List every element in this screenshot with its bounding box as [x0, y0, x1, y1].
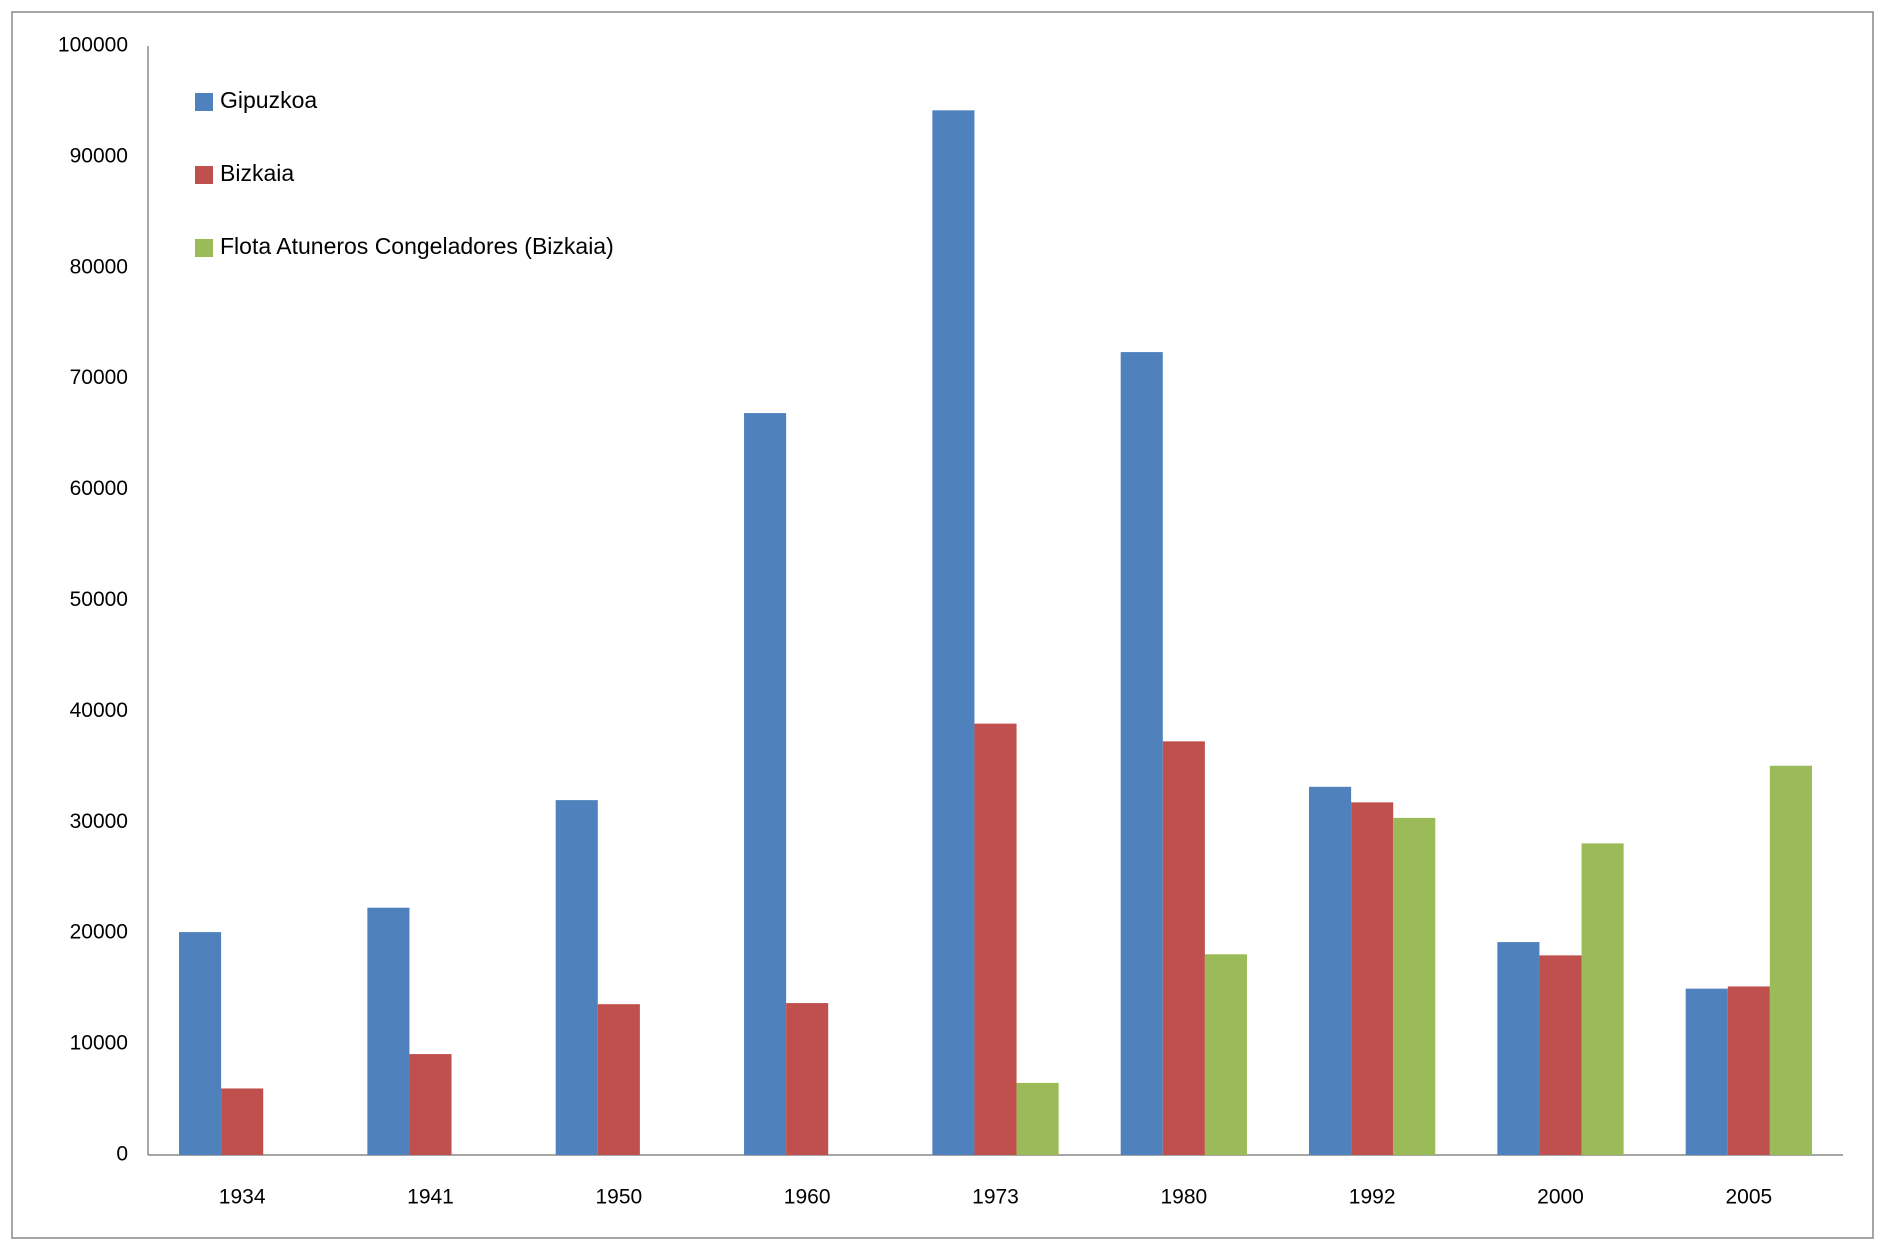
y-tick-label: 10000 — [70, 1032, 128, 1055]
bar — [555, 800, 598, 1155]
legend-swatch — [195, 166, 213, 184]
legend-label: Gipuzkoa — [220, 87, 317, 113]
x-tick-label: 2000 — [1537, 1186, 1584, 1209]
bar — [1581, 843, 1624, 1155]
bar — [221, 1088, 264, 1155]
legend-swatch — [195, 93, 213, 111]
y-tick-label: 50000 — [70, 588, 128, 611]
y-tick-label: 20000 — [70, 921, 128, 944]
bar — [744, 413, 787, 1156]
x-tick-label: 2005 — [1725, 1186, 1772, 1209]
x-tick-label: 1950 — [595, 1186, 642, 1209]
x-tick-label: 1973 — [972, 1186, 1019, 1209]
y-tick-label: 0 — [116, 1143, 128, 1166]
bar — [1769, 765, 1812, 1155]
y-tick-label: 30000 — [70, 810, 128, 833]
bar — [597, 1004, 640, 1155]
bar — [367, 907, 410, 1155]
legend-label: Flota Atuneros Congeladores (Bizkaia) — [220, 233, 614, 259]
x-tick-label: 1960 — [784, 1186, 831, 1209]
x-tick-label: 1980 — [1160, 1186, 1207, 1209]
bar — [179, 932, 222, 1155]
legend-swatch — [195, 239, 213, 257]
y-tick-label: 60000 — [70, 477, 128, 500]
bar — [1393, 817, 1436, 1155]
bar — [1204, 954, 1247, 1155]
bar — [974, 723, 1017, 1155]
x-tick-label: 1934 — [219, 1186, 266, 1209]
x-tick-label: 1992 — [1349, 1186, 1396, 1209]
bar — [1727, 986, 1770, 1155]
x-tick-label: 1941 — [407, 1186, 454, 1209]
bar — [409, 1054, 452, 1155]
bar — [932, 110, 975, 1155]
bar — [1120, 352, 1163, 1156]
y-tick-label: 70000 — [70, 366, 128, 389]
y-tick-label: 100000 — [58, 34, 128, 57]
legend-label: Bizkaia — [220, 160, 294, 186]
bar — [1685, 988, 1728, 1155]
bar — [1351, 802, 1394, 1155]
bar — [1497, 942, 1540, 1155]
bar — [1162, 741, 1205, 1155]
y-tick-label: 80000 — [70, 255, 128, 278]
bar — [1016, 1082, 1059, 1155]
bar — [1539, 955, 1582, 1155]
bar — [1309, 786, 1352, 1155]
bar — [786, 1003, 829, 1155]
y-tick-label: 90000 — [70, 144, 128, 167]
y-tick-label: 40000 — [70, 699, 128, 722]
